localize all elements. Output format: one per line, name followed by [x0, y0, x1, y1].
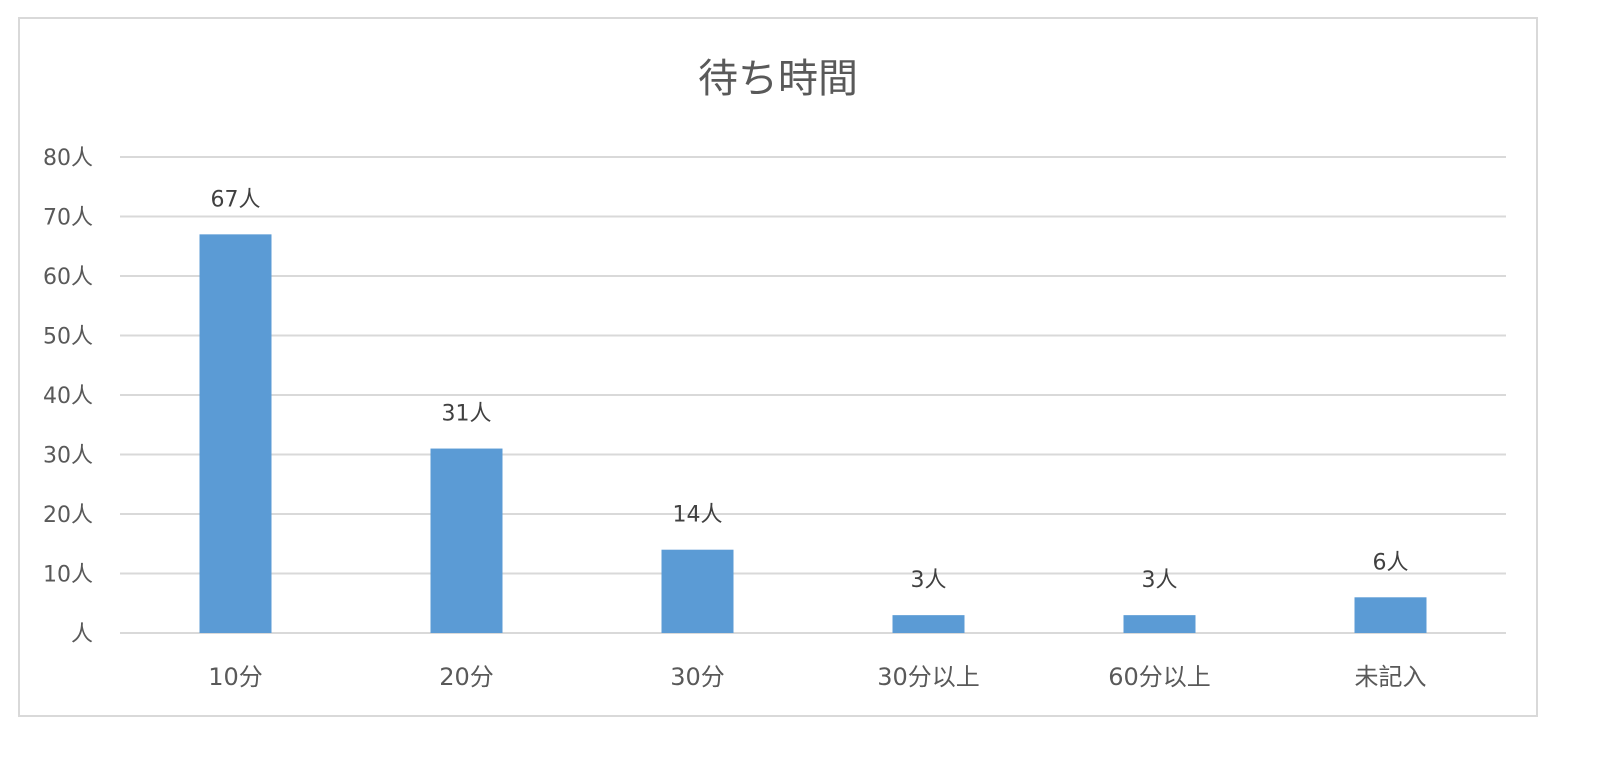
- data-label: 6人: [1373, 550, 1409, 575]
- data-label: 3人: [911, 568, 947, 593]
- x-category-label: 30分: [670, 663, 725, 691]
- y-tick-label: 10人: [43, 563, 93, 588]
- bars: [199, 234, 1427, 633]
- x-axis-categories: 10分 20分 30分 30分以上 60分以上 未記入: [208, 663, 1426, 691]
- bar: [892, 615, 965, 633]
- bar: [1354, 597, 1427, 633]
- y-tick-label: 50人: [43, 325, 93, 350]
- y-tick-label: 80人: [43, 146, 93, 171]
- x-category-label: 60分以上: [1108, 663, 1211, 691]
- data-labels: 67人 31人 14人 3人 3人 6人: [211, 187, 1409, 593]
- chart-title: 待ち時間: [698, 56, 858, 102]
- bar: [199, 234, 272, 633]
- gridlines: [120, 156, 1506, 634]
- x-category-label: 30分以上: [877, 663, 980, 691]
- x-category-label: 20分: [439, 663, 494, 691]
- y-axis-ticks: 人 10人 20人 30人 40人 50人 60人 70人 80人: [43, 146, 93, 647]
- bar: [430, 448, 503, 633]
- data-label: 31人: [442, 402, 492, 427]
- y-tick-label: 40人: [43, 384, 93, 409]
- bar: [661, 549, 734, 633]
- x-category-label: 未記入: [1355, 663, 1427, 691]
- y-tick-label: 60人: [43, 265, 93, 290]
- data-label: 67人: [211, 187, 261, 212]
- y-tick-label: 70人: [43, 206, 93, 231]
- bar: [1123, 615, 1196, 633]
- x-category-label: 10分: [208, 663, 263, 691]
- data-label: 14人: [673, 503, 723, 528]
- data-label: 3人: [1142, 568, 1178, 593]
- y-tick-label: 30人: [43, 444, 93, 469]
- y-tick-label: 人: [71, 622, 93, 647]
- y-tick-label: 20人: [43, 503, 93, 528]
